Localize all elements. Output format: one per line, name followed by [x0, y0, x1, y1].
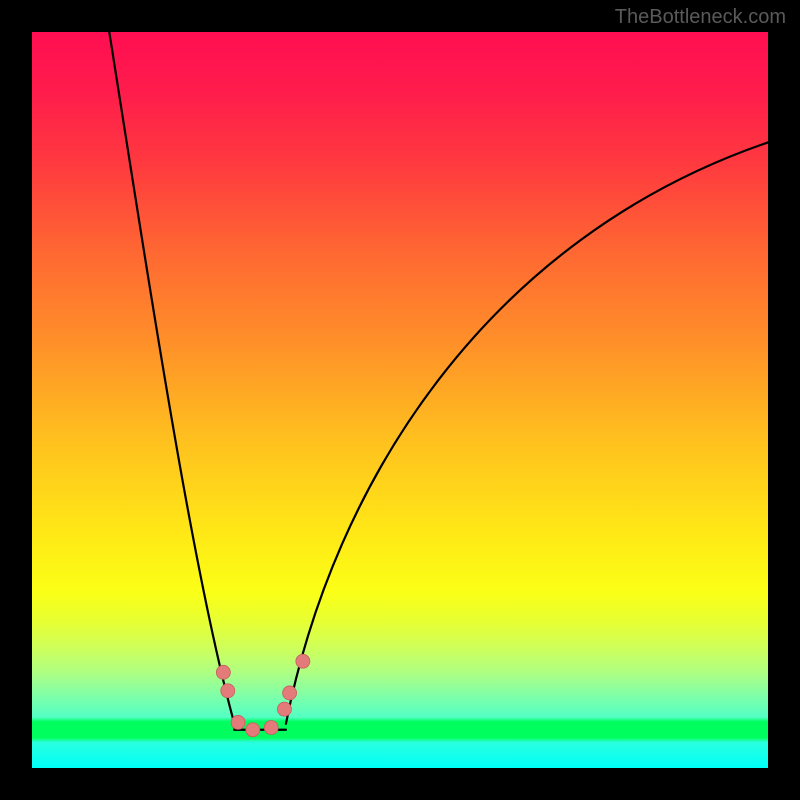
data-marker: [264, 721, 278, 735]
data-marker: [277, 702, 291, 716]
data-marker: [216, 665, 230, 679]
data-marker: [221, 684, 235, 698]
chart-container: TheBottleneck.com: [0, 0, 800, 800]
bottleneck-chart: [0, 0, 800, 800]
data-marker: [283, 686, 297, 700]
data-marker: [231, 715, 245, 729]
gradient-background: [32, 32, 768, 768]
watermark-text: TheBottleneck.com: [615, 6, 786, 29]
data-marker: [296, 654, 310, 668]
data-marker: [246, 723, 260, 737]
green-optimal-strip: [32, 717, 768, 742]
